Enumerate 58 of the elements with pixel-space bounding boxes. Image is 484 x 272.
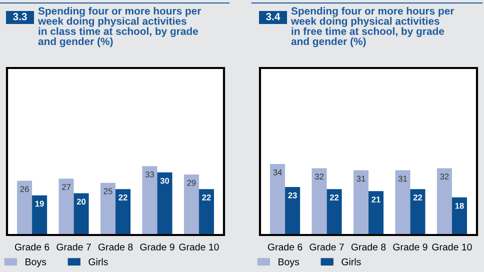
x-tick-label: Grade 6 xyxy=(14,243,50,250)
bar xyxy=(353,170,368,235)
bar xyxy=(395,170,410,235)
x-tick-label: Grade 7 xyxy=(56,243,91,250)
x-tick-label: Grade 8 xyxy=(98,243,133,250)
legend-label: Boys xyxy=(278,258,300,268)
bar xyxy=(116,189,131,235)
x-tick-label: Grade 10 xyxy=(179,243,219,250)
bar xyxy=(184,174,199,235)
x-tick-label: Grade 9 xyxy=(140,243,174,250)
data-label: 19 xyxy=(35,200,44,207)
data-label: 18 xyxy=(455,202,464,209)
bar xyxy=(368,191,384,235)
data-label: 22 xyxy=(413,194,422,200)
x-tick-label: Grade 10 xyxy=(432,243,472,250)
x-tick-label: Grade 6 xyxy=(268,243,302,250)
bar xyxy=(285,186,300,235)
bar xyxy=(17,180,32,235)
bar xyxy=(198,189,214,235)
data-label: 33 xyxy=(145,172,154,178)
data-label: 27 xyxy=(62,184,70,190)
bar xyxy=(452,197,467,235)
data-label: 26 xyxy=(20,186,29,192)
text: 3.3 xyxy=(13,12,27,20)
data-label: 22 xyxy=(118,194,128,200)
data-label: 22 xyxy=(330,194,339,200)
legend-label: Boys xyxy=(26,258,46,268)
bar xyxy=(326,189,342,235)
x-tick-label: Grade 8 xyxy=(351,243,386,250)
data-label: 21 xyxy=(372,196,380,202)
data-label: 20 xyxy=(76,198,86,205)
data-label: 31 xyxy=(398,176,407,182)
data-label: 25 xyxy=(104,188,112,194)
text: 3.4 xyxy=(266,12,280,20)
legend-label: Girls xyxy=(88,258,108,266)
data-label: 22 xyxy=(202,194,211,200)
x-tick-label: Grade 9 xyxy=(393,243,428,250)
bar xyxy=(74,193,89,235)
bar xyxy=(58,178,74,235)
data-label: 29 xyxy=(187,180,196,186)
bar xyxy=(312,168,327,235)
bar xyxy=(157,172,172,235)
data-label: 34 xyxy=(273,169,282,176)
data-label: 23 xyxy=(288,192,297,198)
bar xyxy=(142,166,158,235)
data-label: 30 xyxy=(160,178,170,184)
bar xyxy=(32,195,48,235)
bar xyxy=(436,168,452,235)
data-label: 31 xyxy=(356,176,366,182)
bar xyxy=(100,182,116,235)
data-label: 32 xyxy=(314,174,324,180)
chart-title: Spending four or more hours per week doing physical activities in free time at school, by grade and gender (%) xyxy=(290,7,454,48)
legend-label: Girls xyxy=(342,258,361,266)
data-label: 32 xyxy=(440,174,449,180)
chart-title: Spending four or more hours per week doing physical activities in class time at school, by grade and gender (%) xyxy=(38,7,202,48)
x-tick-label: Grade 7 xyxy=(310,243,344,250)
bar xyxy=(270,164,286,235)
bar xyxy=(410,189,426,235)
